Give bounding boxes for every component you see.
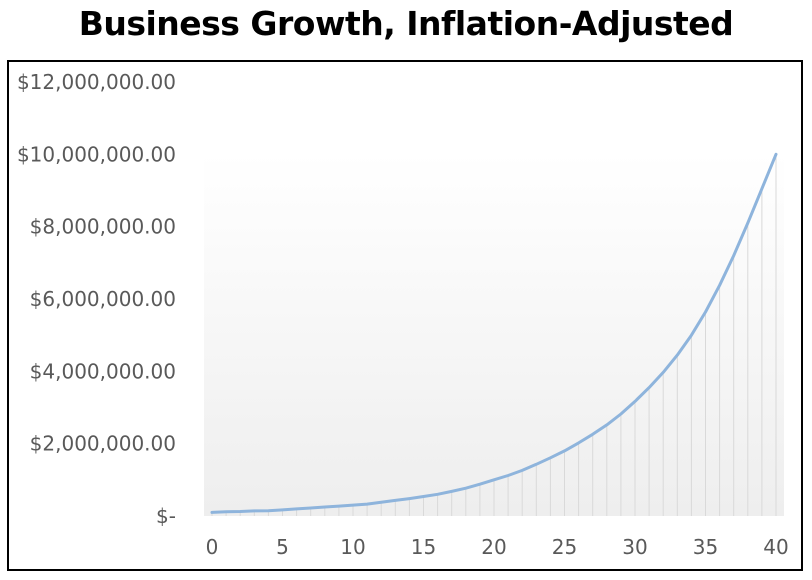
y-tick-label: $6,000,000.00: [30, 287, 176, 311]
chart-title: Business Growth, Inflation-Adjusted: [78, 4, 734, 43]
y-tick-label: $8,000,000.00: [30, 215, 176, 239]
x-tick-label: 20: [481, 535, 506, 559]
x-tick-label: 15: [411, 535, 436, 559]
y-tick-label: $10,000,000.00: [17, 142, 176, 166]
series-line: [210, 152, 778, 514]
x-tick-label: 35: [693, 535, 718, 559]
plot-area-fill: [204, 153, 784, 516]
y-tick-label: $-: [156, 504, 176, 528]
x-tick-label: 5: [276, 535, 289, 559]
chart-frame: [7, 60, 803, 571]
x-axis-ticks: 0 5 10 15 20 25 30 35 40: [206, 535, 789, 559]
x-tick-label: 0: [206, 535, 219, 559]
y-tick-label: $4,000,000.00: [30, 359, 176, 383]
x-tick-label: 10: [340, 535, 365, 559]
x-tick-label: 30: [622, 535, 647, 559]
y-axis-ticks: $- $2,000,000.00 $4,000,000.00 $6,000,000.0…: [17, 70, 176, 528]
x-tick-label: 25: [552, 535, 577, 559]
y-tick-label: $12,000,000.00: [17, 70, 176, 94]
x-tick-label: 40: [763, 535, 788, 559]
y-tick-label: $2,000,000.00: [30, 432, 176, 456]
